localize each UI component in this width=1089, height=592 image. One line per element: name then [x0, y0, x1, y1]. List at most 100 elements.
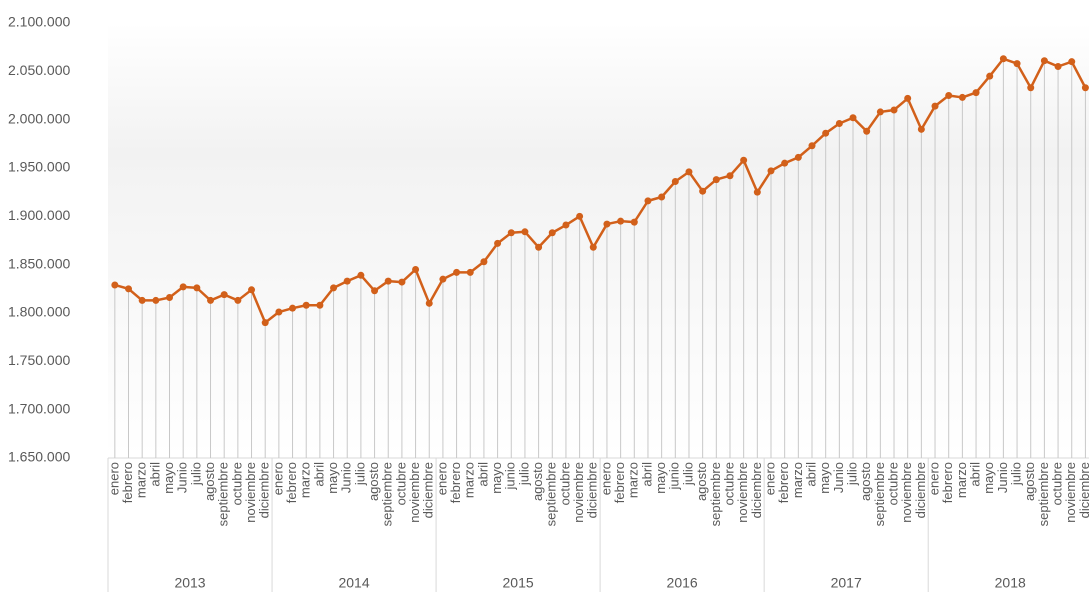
x-tick-label: septiembre	[216, 462, 231, 526]
x-tick-label: septiembre	[872, 462, 887, 526]
data-point	[958, 93, 966, 101]
x-tick-label: octubre	[1050, 462, 1065, 505]
x-tick-label: Junio	[339, 462, 354, 493]
data-point	[261, 319, 269, 327]
x-tick-label: diciembre	[585, 462, 600, 518]
data-point	[658, 193, 666, 201]
data-point	[644, 197, 652, 205]
x-tick-label: octubre	[885, 462, 900, 505]
data-point	[986, 72, 994, 80]
data-point	[343, 277, 351, 285]
x-tick-label: diciembre	[257, 462, 272, 518]
data-point	[876, 108, 884, 116]
data-point	[1081, 84, 1089, 92]
y-tick-label: 1.800.000	[8, 304, 70, 320]
x-tick-label: septiembre	[544, 462, 559, 526]
x-tick-label: enero	[598, 462, 613, 495]
data-point	[576, 212, 584, 220]
y-tick-label: 2.000.000	[8, 110, 70, 126]
x-tick-label: febrero	[612, 462, 627, 503]
x-tick-label: febrero	[776, 462, 791, 503]
y-tick-label: 2.050.000	[8, 62, 70, 78]
data-point	[453, 268, 461, 276]
data-point	[603, 220, 611, 228]
data-point	[166, 294, 174, 302]
data-point	[740, 156, 748, 164]
x-tick-label: mayo	[325, 462, 340, 494]
x-tick-label: Junio	[175, 462, 190, 493]
x-tick-label: diciembre	[913, 462, 928, 518]
data-point	[808, 142, 816, 150]
x-tick-label: febrero	[940, 462, 955, 503]
data-point	[685, 168, 693, 176]
x-tick-label: enero	[434, 462, 449, 495]
data-point	[753, 188, 761, 196]
data-point	[822, 129, 830, 137]
x-tick-label: diciembre	[749, 462, 764, 518]
x-tick-label: abril	[639, 462, 654, 487]
data-point	[630, 218, 638, 226]
x-tick-label: enero	[106, 462, 121, 495]
x-tick-label: noviembre	[243, 462, 258, 523]
data-point	[248, 286, 256, 294]
x-tick-label: diciembre	[421, 462, 436, 518]
data-point	[234, 296, 242, 304]
x-tick-label: noviembre	[735, 462, 750, 523]
data-point	[1027, 84, 1035, 92]
data-point	[767, 167, 775, 175]
data-point	[316, 301, 324, 309]
data-point	[384, 277, 392, 285]
x-tick-label: agosto	[202, 462, 217, 501]
x-tick-label: enero	[270, 462, 285, 495]
year-label: 2017	[831, 575, 862, 591]
year-label: 2018	[995, 575, 1026, 591]
x-tick-label: agosto	[858, 462, 873, 501]
x-tick-label: marzo	[462, 462, 477, 498]
y-tick-label: 1.950.000	[8, 159, 70, 175]
data-point	[207, 296, 215, 304]
data-point	[466, 268, 474, 276]
data-point	[562, 221, 570, 229]
data-point	[275, 308, 283, 316]
x-tick-label: septiembre	[1036, 462, 1051, 526]
x-tick-label: septiembre	[380, 462, 395, 526]
x-tick-label: septiembre	[708, 462, 723, 526]
data-point	[863, 127, 871, 135]
x-tick-label: agosto	[694, 462, 709, 501]
data-point	[671, 178, 679, 186]
year-label: 2013	[174, 575, 205, 591]
data-point	[289, 304, 297, 312]
x-tick-label: marzo	[134, 462, 149, 498]
data-point	[302, 301, 310, 309]
x-tick-label: noviembre	[571, 462, 586, 523]
y-tick-label: 1.850.000	[8, 255, 70, 271]
x-tick-label: abril	[147, 462, 162, 487]
data-point	[521, 228, 529, 236]
data-point	[699, 187, 707, 195]
data-point	[835, 120, 843, 128]
data-point	[849, 114, 857, 122]
data-point	[439, 275, 447, 283]
x-tick-label: octubre	[393, 462, 408, 505]
data-point	[371, 287, 379, 295]
y-tick-label: 1.750.000	[8, 352, 70, 368]
x-tick-label: agosto	[530, 462, 545, 501]
y-tick-label: 1.700.000	[8, 400, 70, 416]
data-point	[412, 266, 420, 273]
data-point	[999, 55, 1007, 63]
data-point	[1013, 60, 1021, 68]
data-point	[712, 176, 720, 184]
data-point	[494, 239, 502, 247]
data-point	[890, 106, 898, 114]
x-tick-label: marzo	[790, 462, 805, 498]
x-tick-label: julio	[680, 462, 695, 486]
data-point	[781, 159, 789, 167]
x-tick-label: octubre	[721, 462, 736, 505]
data-point	[1068, 58, 1076, 66]
x-tick-label: julio	[1008, 462, 1023, 486]
x-tick-label: agosto	[366, 462, 381, 501]
data-point	[945, 92, 953, 99]
x-tick-label: mayo	[489, 462, 504, 494]
x-tick-label: agosto	[1022, 462, 1037, 501]
x-tick-label: mayo	[653, 462, 668, 494]
